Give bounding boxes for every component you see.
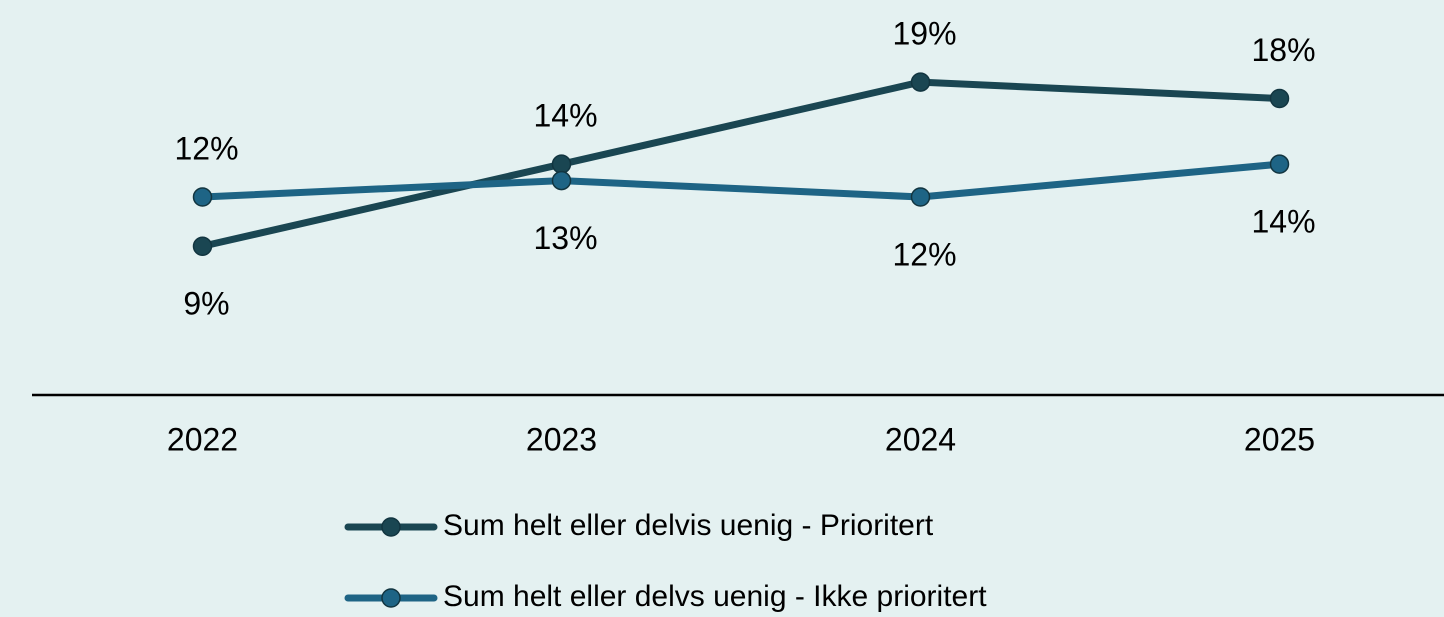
data-point [910, 72, 931, 92]
data-label: 19% [892, 16, 956, 52]
legend-marker [381, 588, 401, 608]
x-tick-label: 2025 [1244, 421, 1315, 457]
legend-label: Sum helt eller delvis uenig - Prioritert [443, 509, 934, 542]
data-point [551, 170, 572, 191]
data-label: 18% [1251, 32, 1315, 68]
data-point [551, 154, 572, 174]
data-point [1269, 154, 1290, 174]
data-label: 9% [183, 286, 229, 322]
data-label: 14% [1251, 204, 1315, 240]
data-point [192, 187, 213, 207]
series-line [199, 78, 1283, 250]
data-label: 12% [174, 130, 238, 166]
data-label: 12% [892, 236, 956, 272]
data-label: 14% [533, 98, 597, 134]
legend-label: Sum helt eller delvs uenig - Ikke priori… [443, 580, 987, 613]
x-tick-label: 2024 [885, 421, 956, 457]
data-point [1269, 88, 1290, 109]
data-point [192, 236, 213, 256]
x-tick-label: 2023 [526, 421, 597, 457]
x-tick-label: 2022 [167, 421, 238, 457]
data-label: 13% [533, 220, 597, 256]
series-line [199, 160, 1283, 201]
legend-marker [381, 517, 401, 537]
data-point [910, 187, 931, 207]
